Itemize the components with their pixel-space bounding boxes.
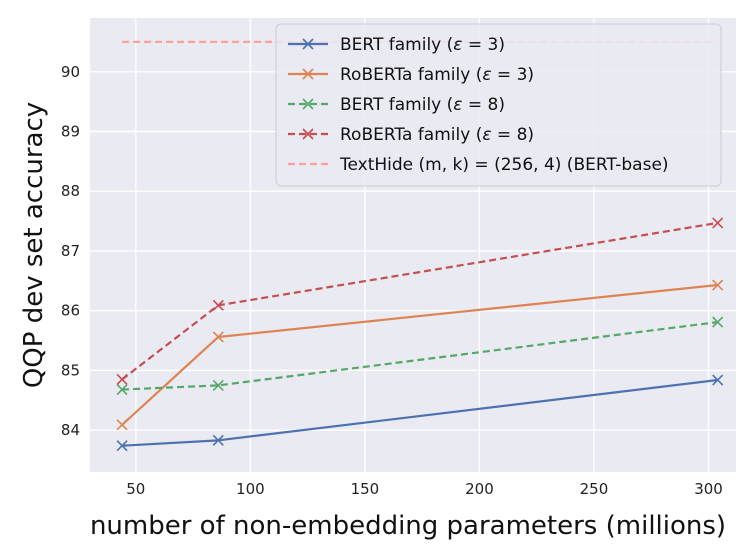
x-tick-label: 300 (694, 480, 723, 498)
y-tick-label: 90 (61, 63, 80, 81)
legend-box (275, 23, 722, 187)
legend-label: RoBERTa family (ε = 3) (340, 65, 534, 85)
x-tick-label: 250 (580, 480, 609, 498)
series-0 (116, 374, 724, 452)
legend-label: BERT family (ε = 3) (340, 35, 505, 55)
legend-item: RoBERTa family (ε = 8) (288, 125, 534, 145)
y-tick-label: 85 (61, 361, 80, 379)
x-tick-label: 150 (351, 480, 380, 498)
legend-label: RoBERTa family (ε = 8) (340, 125, 534, 145)
x-tick-label: 50 (126, 480, 145, 498)
data-point (712, 316, 724, 328)
legend-marker (302, 68, 314, 80)
data-point (212, 434, 224, 446)
y-tick-label: 88 (61, 182, 80, 200)
x-axis-label: number of non-embedding parameters (mill… (90, 511, 726, 541)
series-line (122, 320, 718, 391)
legend-marker (302, 128, 314, 140)
data-point (212, 331, 224, 343)
data-point (712, 279, 724, 291)
legend-item: RoBERTa family (ε = 3) (288, 65, 534, 85)
data-point (116, 440, 128, 452)
y-tick-label: 86 (61, 302, 80, 320)
legend-item: BERT family (ε = 3) (288, 35, 505, 55)
legend-label: BERT family (ε = 8) (340, 95, 505, 115)
data-point (116, 373, 128, 385)
y-tick-label: 87 (61, 242, 80, 260)
data-point (116, 419, 128, 431)
series-2 (116, 316, 724, 396)
series-1 (116, 279, 724, 431)
data-point (712, 217, 724, 229)
legend-item: TextHide (m, k) = (256, 4) (BERT-base) (288, 155, 669, 175)
y-tick-label: 89 (61, 123, 80, 141)
legend-marker (302, 98, 314, 110)
data-point (212, 299, 224, 311)
x-tick-label: 100 (236, 480, 265, 498)
tick-labels: 50 100 150 200 250 300 84 85 86 87 88 89 90 (61, 63, 723, 498)
x-tick-label: 200 (465, 480, 494, 498)
y-tick-label: 84 (61, 421, 80, 439)
legend: BERT family (ε = 3) RoBERTa family (ε = 3… (275, 23, 722, 187)
data-point (712, 374, 724, 386)
series-3 (116, 217, 724, 385)
data-point (116, 383, 128, 396)
legend-marker (302, 38, 314, 50)
legend-item: BERT family (ε = 8) (288, 95, 505, 115)
y-axis-label: QQP dev set accuracy (19, 102, 49, 388)
legend-label: TextHide (m, k) = (256, 4) (BERT-base) (339, 155, 669, 175)
data-point (212, 379, 224, 391)
